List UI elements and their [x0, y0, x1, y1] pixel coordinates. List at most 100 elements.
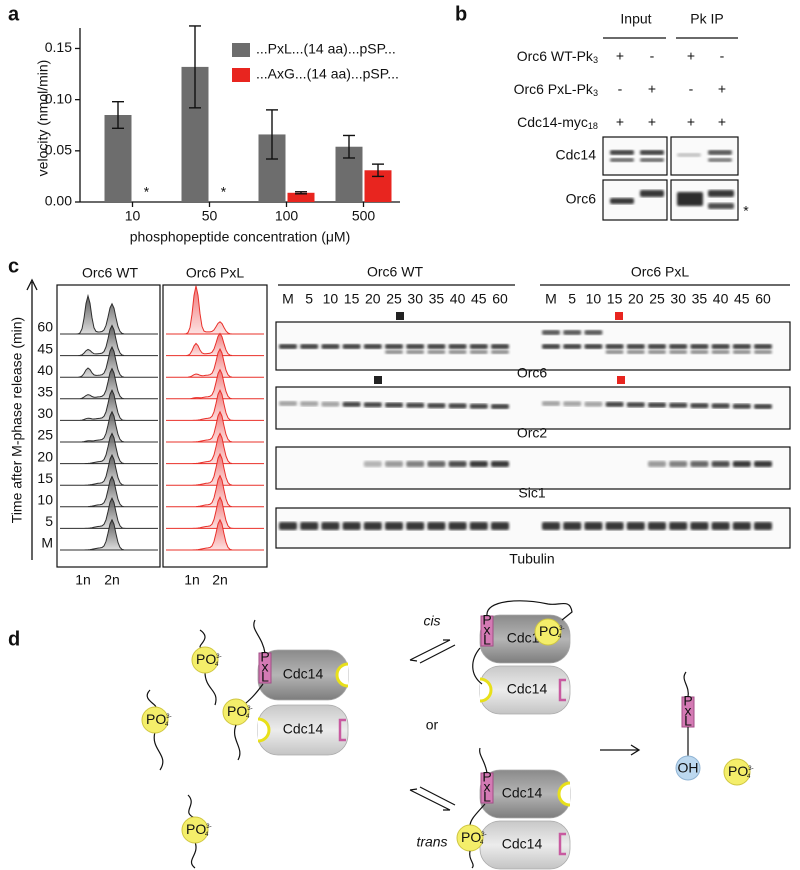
band: [469, 403, 488, 409]
blot-label: Tubulin: [509, 551, 554, 567]
y-tick-label: 0.00: [45, 193, 72, 209]
motif-letter: L: [483, 789, 491, 805]
lane-label: 45: [471, 291, 487, 307]
flow-histogram: [60, 389, 158, 421]
y-axis-label: velocity (nmol/min): [35, 60, 51, 177]
motif-letter: x: [484, 779, 491, 795]
band: [300, 344, 319, 349]
phosphate: [723, 758, 751, 786]
annotation: *: [144, 184, 150, 200]
trans-label: trans: [416, 834, 447, 850]
phosphate-label-sup: 3-: [748, 766, 753, 772]
phosphate-label-sub: 4: [165, 721, 169, 727]
docking-site: [338, 718, 346, 742]
lane-label: 30: [407, 291, 423, 307]
lane-label: 25: [649, 291, 665, 307]
band: [584, 344, 603, 349]
sign: +: [616, 48, 624, 64]
error-bar: [112, 100, 124, 130]
time-label: 5: [45, 513, 53, 529]
band: [542, 344, 560, 349]
band: [669, 402, 688, 408]
band: [605, 401, 624, 407]
row-label-sub: 3: [593, 56, 598, 66]
lane-label: 45: [734, 291, 750, 307]
peptide-chain: [469, 803, 486, 827]
time-label: 15: [37, 470, 53, 486]
phosphate-label-sub: 4: [558, 633, 562, 639]
band: [321, 522, 340, 530]
blot-group: Orc6 WT: [367, 264, 423, 280]
panel-letter: d: [8, 628, 20, 650]
enzyme-label: Cdc14: [507, 681, 548, 697]
band: [363, 522, 382, 530]
band: [732, 344, 751, 349]
band: [610, 198, 634, 204]
x-tick-label: 50: [202, 208, 218, 224]
motif-letter: x: [262, 659, 269, 675]
active-site: [557, 781, 571, 807]
blot: [602, 136, 668, 176]
band: [648, 522, 666, 530]
hydroxyl: [675, 755, 701, 781]
phosphate-label-sup: 3-: [481, 832, 486, 838]
peptide-chain: [472, 647, 483, 685]
band: [406, 402, 425, 408]
band: [690, 461, 709, 467]
row-label-main: Cdc14-myc: [517, 114, 588, 130]
band: [708, 150, 732, 155]
peptide-chain: [153, 731, 164, 771]
peptide-chain: [187, 794, 196, 819]
flow-histogram: [166, 389, 264, 421]
lane-label: 20: [365, 291, 381, 307]
phosphate-label-main: PO: [146, 711, 166, 727]
band: [491, 344, 509, 349]
arrow-head: [630, 744, 641, 756]
row-label: Orc6 WT-Pk3: [517, 48, 598, 66]
lane-label: 15: [344, 291, 360, 307]
sign: +: [718, 81, 726, 97]
blot-label: Sic1: [518, 485, 545, 501]
phosphate: [141, 706, 169, 734]
phosphate-label-sup: 3-: [559, 626, 564, 632]
band: [690, 522, 709, 530]
band: [385, 402, 403, 408]
phosphate-label: PO3-4: [461, 829, 487, 846]
band: [469, 522, 488, 530]
x-tick-label: 100: [275, 208, 299, 224]
motif-letter: x: [685, 703, 692, 719]
sign: +: [718, 114, 726, 130]
flow-histogram: [60, 453, 158, 486]
lane-label: 30: [670, 291, 686, 307]
band: [448, 403, 467, 409]
band: [732, 461, 751, 467]
band: [385, 461, 403, 467]
dna-label: 2n: [104, 572, 120, 588]
phosphate-label-sub: 4: [215, 661, 219, 667]
band: [626, 402, 645, 408]
x-axis-label: phosphopeptide concentration (μM): [130, 229, 351, 245]
row-label-sub: 3: [593, 89, 598, 99]
band: [584, 401, 603, 407]
band: [363, 344, 382, 349]
blot-group: Orc6 PxL: [631, 264, 690, 280]
band: [690, 403, 709, 409]
band: [610, 158, 634, 162]
phosphate-label: PO3-4: [728, 763, 754, 780]
band: [469, 350, 488, 354]
error-bar: [372, 163, 384, 178]
row-label: Orc6 PxL-Pk3: [514, 81, 598, 99]
phosphate-label-main: PO: [227, 703, 247, 719]
or-label: or: [426, 717, 439, 733]
lane-label: M: [282, 291, 294, 307]
band: [732, 522, 751, 530]
band: [754, 350, 772, 354]
dna-label: 1n: [184, 572, 200, 588]
flow-histogram: [166, 285, 264, 335]
row-label-main: Orc6 PxL-Pk: [514, 81, 594, 97]
peptide-chain: [199, 629, 206, 649]
phosphate-label-sup: 3-: [206, 824, 211, 830]
phosphate-label-sub: 4: [747, 773, 751, 779]
column-header: Input: [620, 11, 651, 27]
band: [669, 350, 688, 354]
